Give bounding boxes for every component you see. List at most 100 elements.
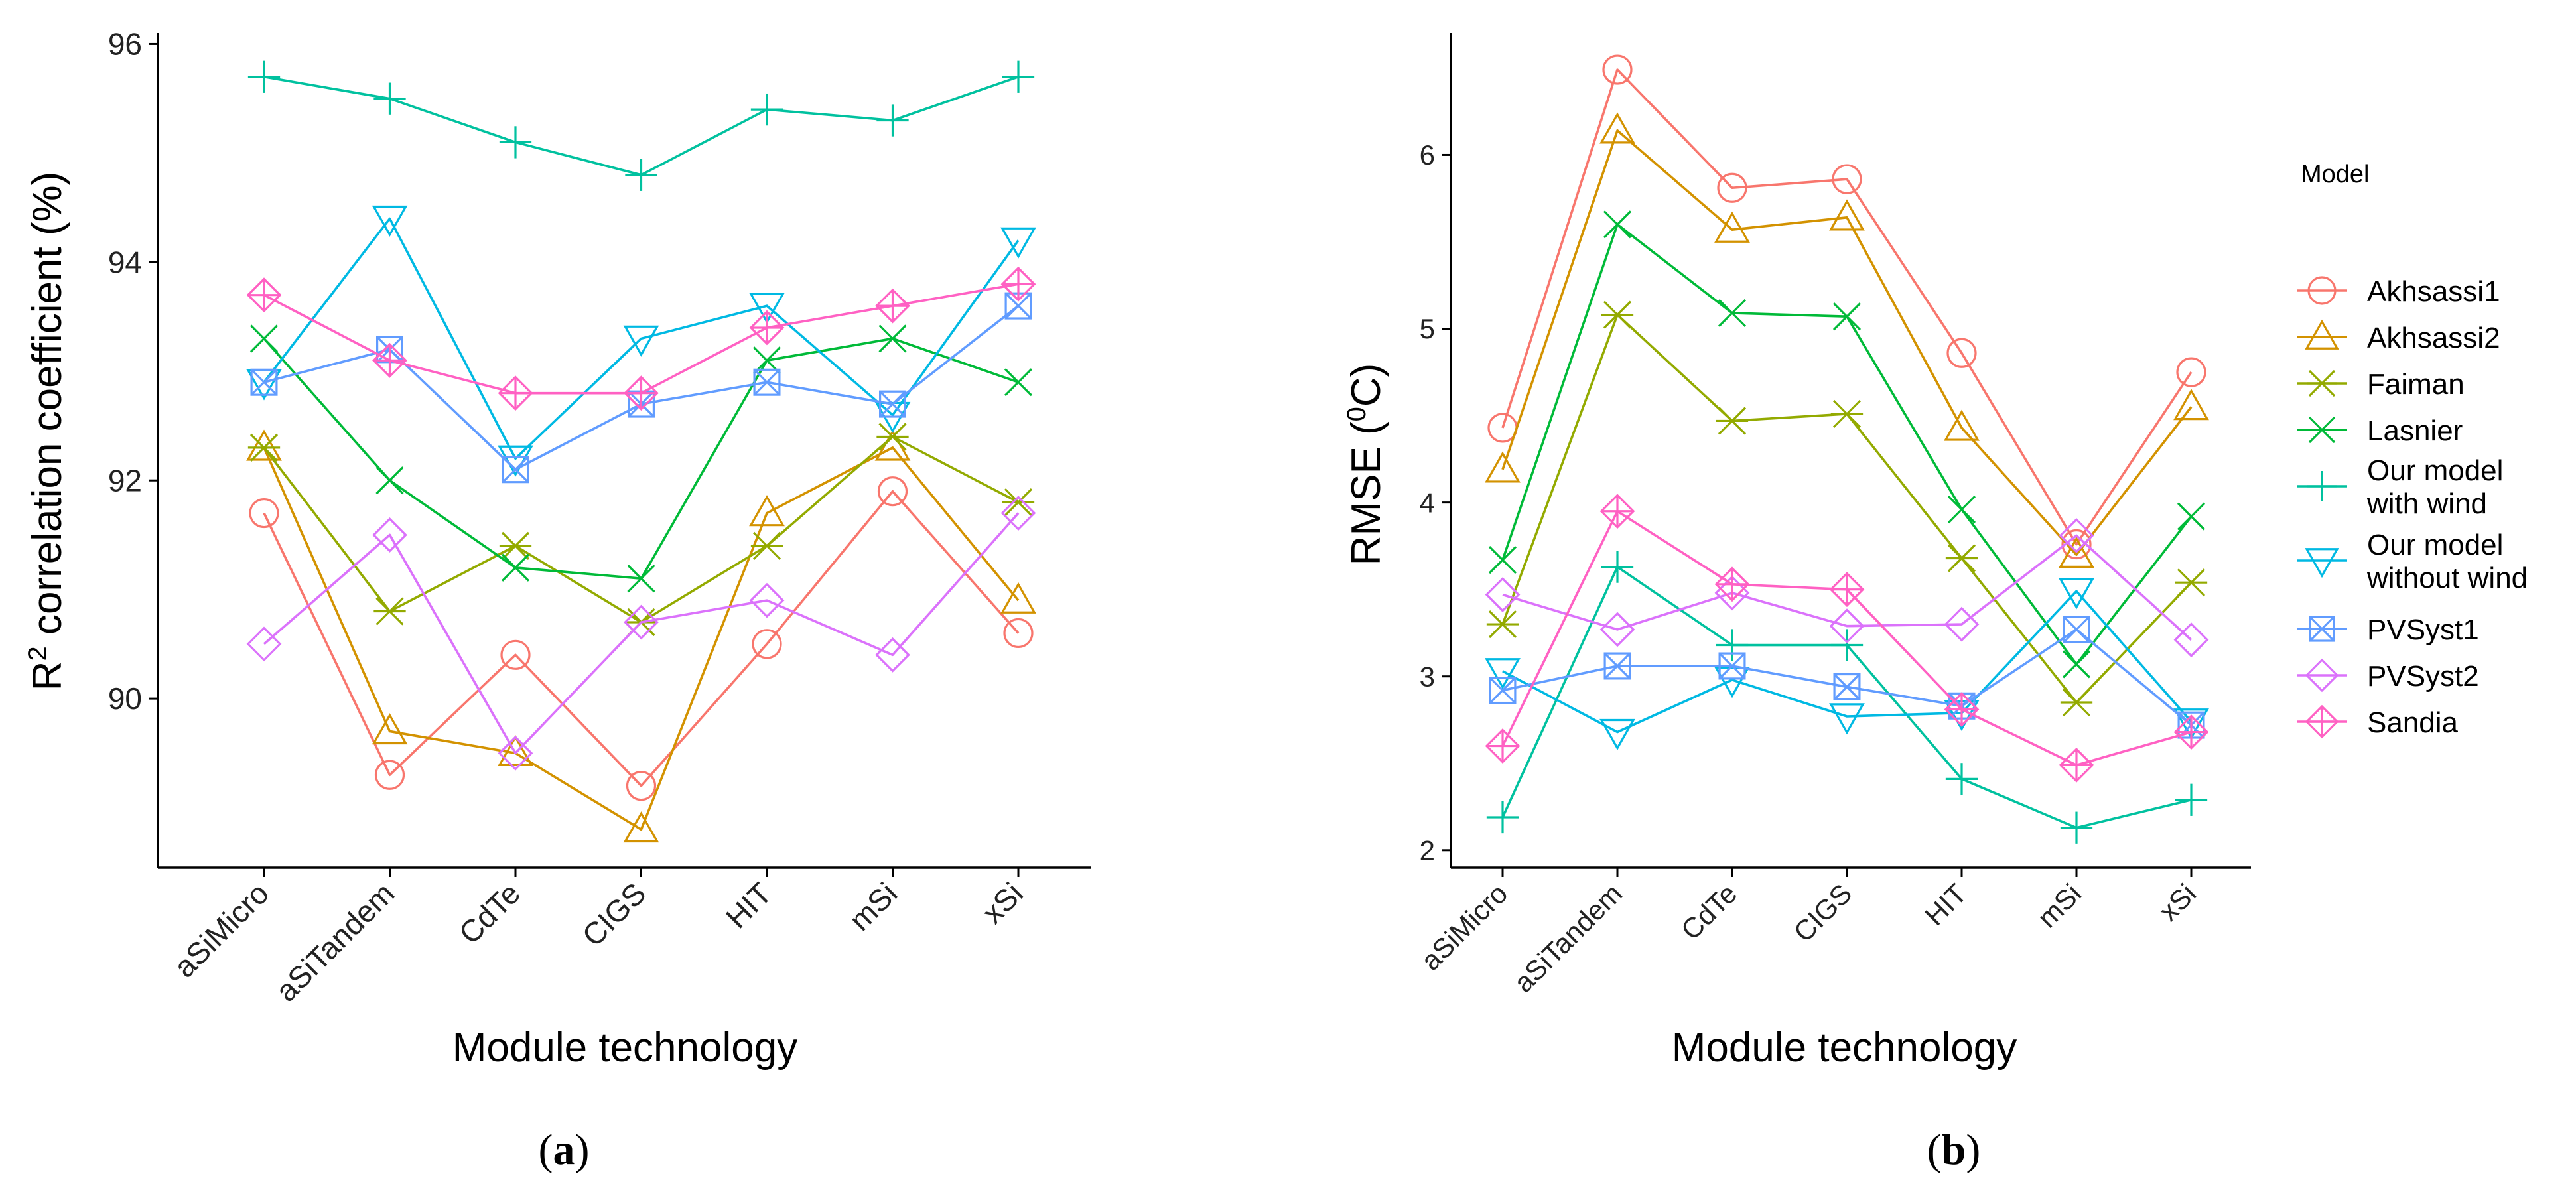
panel-b-point-our-model-without-wind-asitandem [1599,718,1635,750]
panel-b-line-akhsassi2 [1501,129,2193,557]
panel-b-point-sandia-hit [1944,692,1980,727]
panel-a-series-pvsyst2 [246,496,1036,771]
panel-b-y-tick-label: 4 [1420,487,1435,518]
panel-a-label: (a) [539,1126,590,1174]
panel-b-label-letter: b [1942,1126,1966,1174]
panel-a-point-lasnier-cigs [627,565,655,593]
panel-b-y-title-sup: 0 [1342,407,1371,421]
panel-b-y-title-prefix: RMSE ( [1343,421,1389,565]
legend-item-pvsyst2: PVSyst2 [2297,658,2479,693]
legend-label-line: Akhsassi2 [2367,322,2500,354]
legend-item-our-model-without-wind: Our model without wind [2297,529,2528,594]
panel-b-series-akhsassi1 [1487,54,2206,560]
panel-b-series-akhsassi2 [1485,112,2209,568]
panel-a-y-tick-label: 94 [108,245,142,279]
panel-b-point-akhsassi2-cdte [1714,211,1750,243]
panel-a-point-our-model-without-wind-asitandem [372,205,408,237]
panel-b-point-our-model-without-wind-msi [2059,578,2094,610]
panel-a-y-tick-label: 92 [108,463,142,498]
legend-key-marker-akhsassi1 [2307,276,2337,305]
panel-a-point-pvsyst2-cdte [498,735,533,771]
legend-key-marker-our-model-with-wind [2307,471,2337,501]
legend-item-our-model-with-wind: Our model with wind [2297,454,2503,520]
panel-b-point-akhsassi1-asitandem [1602,54,1633,85]
panel-b-point-our-model-with-wind-hit [1945,763,1978,795]
panel-a-series-akhsassi1 [249,476,1034,801]
panel-b-point-our-model-with-wind-cigs [1830,629,1864,661]
legend-item-akhsassi2: Akhsassi2 [2297,319,2500,354]
legend: Model Akhsassi1 Akhsassi2 Faiman Lasnier Our… [2297,161,2528,739]
panel-a-point-pvsyst2-asitandem [372,517,407,553]
panel-a-point-faiman-hit [750,531,783,560]
legend-title: Model [2301,161,2370,188]
panel-a-point-akhsassi1-asimicro [249,498,279,529]
panel-b-point-faiman-asimicro [1486,610,1519,639]
panel-b-series-our-model-without-wind [1485,578,2209,750]
panel-b-point-akhsassi1-cdte [1717,172,1747,203]
panel-b-point-sandia-xsi [2173,714,2209,750]
panel-a-point-sandia-asimicro [246,277,282,313]
panel-a-point-akhsassi2-asitandem [372,713,408,745]
panel-a-point-lasnier-asimicro [249,324,279,353]
panel-a-point-our-model-without-wind-xsi [1000,227,1036,259]
panel-b-point-our-model-with-wind-cdte [1716,629,1749,661]
panel-b-point-our-model-without-wind-cigs [1829,703,1865,735]
panel-b-point-our-model-with-wind-asimicro [1486,801,1519,834]
panel-b-point-lasnier-asitandem [1603,210,1632,239]
legend-label-akhsassi1: Akhsassi1 [2367,275,2500,308]
panel-a-point-akhsassi1-msi [877,476,908,507]
panel-a-point-lasnier-xsi [1004,368,1033,397]
panel-b-point-sandia-asitandem [1599,494,1635,529]
legend-key-marker-lasnier [2308,416,2336,444]
panel-a-point-our-model-with-wind-hit [750,93,783,126]
panel-b-point-sandia-cigs [1829,572,1865,608]
panel-a-point-sandia-hit [749,310,785,346]
panel-a-point-our-model-with-wind-msi [876,104,909,137]
panel-b-point-akhsassi2-cigs [1829,199,1865,231]
panel-a-point-pvsyst1-asimicro [250,368,278,396]
panel-a-point-akhsassi2-asimicro [246,429,282,461]
legend-label-line: Our model [2367,529,2503,561]
panel-b-point-sandia-msi [2059,747,2094,783]
legend-key-marker-sandia [2305,704,2339,739]
legend-key-marker-pvsyst1 [2309,616,2335,642]
panel-b-point-our-model-with-wind-asitandem [1601,551,1634,583]
legend-label-line: PVSyst2 [2367,660,2479,693]
legend-label-faiman: Faiman [2367,368,2465,401]
panel-a-point-our-model-with-wind-asimicro [247,60,281,93]
panel-a-point-pvsyst2-asimicro [246,626,282,662]
panel-b-point-pvsyst1-asitandem [1603,652,1631,680]
panel-a-y-title-prefix: R [25,661,70,691]
panel-a-point-pvsyst2-cigs [624,604,659,640]
panel-b-point-akhsassi2-asitandem [1599,112,1635,144]
legend-label-our-model-with-wind: Our model with wind [2366,454,2503,520]
panel-a-point-akhsassi1-cigs [626,771,657,801]
panel-a-point-our-model-without-wind-cigs [623,325,659,357]
panel-b-point-faiman-cdte [1716,407,1749,435]
legend-label-line: without wind [2366,562,2528,594]
panel-b-series-lasnier [1488,210,2206,679]
panel-b-point-faiman-cigs [1830,399,1864,429]
panel-a-line-pvsyst2 [263,512,1020,755]
panel-a-y-title-sup: 2 [23,646,52,661]
panel-a-point-faiman-asimicro [247,433,281,462]
panel-b-point-akhsassi2-msi [2059,536,2094,568]
panel-a-point-lasnier-asitandem [375,466,404,495]
legend-label-line: PVSyst1 [2367,614,2479,646]
panel-b-point-pvsyst1-msi [2063,616,2090,643]
panel-b-point-pvsyst2-msi [2059,518,2094,553]
panel-a-series-akhsassi2 [246,429,1036,843]
panel-b-point-our-model-without-wind-asimicro [1485,658,1521,690]
panel-a-point-our-model-with-wind-asitandem [373,82,406,115]
panel-a-line-akhsassi2 [263,446,1020,831]
panel-a-point-akhsassi1-hit [752,629,782,659]
legend-label-lasnier: Lasnier [2367,415,2463,447]
panel-b-series-sandia [1485,494,2209,783]
panel-a-x-title: Module technology [452,1025,797,1071]
panel-a-point-faiman-asitandem [373,597,406,626]
panel-b-point-faiman-asitandem [1601,300,1634,329]
panel-a-point-pvsyst2-msi [875,637,910,673]
panel-b-label: (b) [1927,1126,1981,1174]
legend-label-line: Lasnier [2367,415,2463,447]
panel-a-y-title-suffix: correlation coefficient (%) [25,172,70,647]
